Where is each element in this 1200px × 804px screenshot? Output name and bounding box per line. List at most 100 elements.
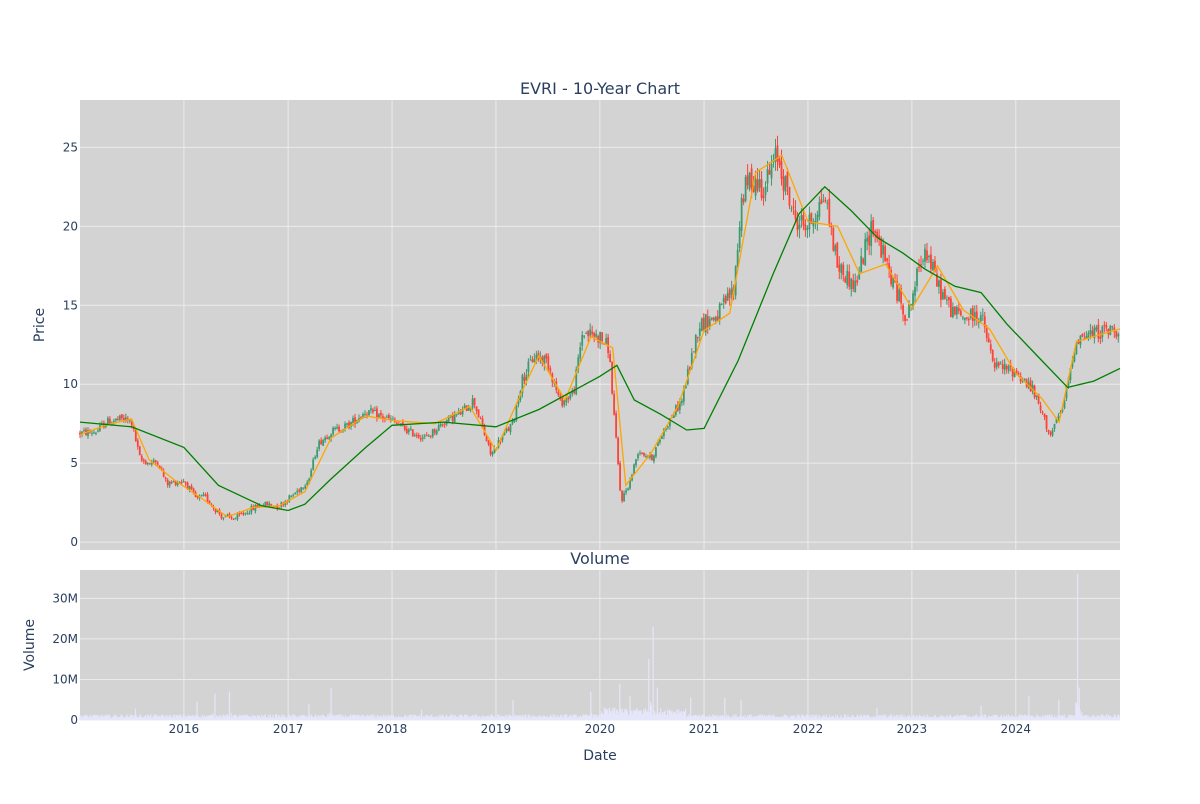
volume-bar bbox=[530, 715, 532, 720]
volume-bar bbox=[488, 716, 490, 720]
volume-bar bbox=[556, 715, 559, 720]
volume-bar bbox=[961, 714, 963, 720]
volume-bar bbox=[1076, 574, 1079, 720]
volume-bar bbox=[386, 715, 388, 720]
price-candle-body bbox=[425, 435, 428, 437]
price-candle-body bbox=[746, 175, 749, 186]
price-candle-body bbox=[842, 264, 845, 276]
x-tick-label: 2021 bbox=[689, 722, 720, 736]
price-candle-body bbox=[756, 179, 759, 191]
volume-bar bbox=[304, 715, 306, 720]
volume-bar bbox=[813, 715, 816, 720]
volume-bar bbox=[1100, 714, 1103, 720]
volume-bar bbox=[91, 717, 93, 720]
price-candle-body bbox=[567, 397, 570, 400]
volume-bar bbox=[272, 714, 274, 720]
volume-bar bbox=[752, 717, 754, 720]
price-candle-body bbox=[417, 434, 420, 438]
price-candle-body bbox=[581, 334, 584, 346]
price-candle-body bbox=[615, 413, 617, 438]
volume-bar bbox=[982, 714, 984, 720]
volume-bar bbox=[166, 715, 168, 720]
volume-bar bbox=[105, 715, 107, 720]
price-candle-body bbox=[374, 410, 376, 412]
price-candle-body bbox=[244, 512, 247, 514]
volume-bar bbox=[325, 717, 327, 720]
volume-bar bbox=[284, 716, 286, 720]
volume-bar bbox=[595, 717, 597, 720]
volume-bar bbox=[342, 717, 344, 720]
volume-bar bbox=[198, 716, 200, 720]
volume-bar bbox=[531, 717, 533, 720]
volume-bar bbox=[355, 715, 357, 720]
price-candle-body bbox=[258, 504, 261, 508]
volume-bar bbox=[667, 715, 670, 720]
price-candle-body bbox=[517, 398, 520, 405]
volume-bar bbox=[901, 714, 904, 720]
volume-bar bbox=[846, 717, 848, 720]
volume-bar bbox=[1089, 717, 1091, 720]
volume-bar bbox=[122, 717, 125, 720]
volume-bar bbox=[200, 717, 202, 720]
volume-bar bbox=[627, 715, 629, 720]
volume-bar bbox=[226, 714, 228, 720]
volume-bar bbox=[499, 715, 501, 720]
volume-bar bbox=[450, 715, 452, 720]
volume-bar bbox=[984, 714, 986, 720]
volume-bar bbox=[620, 708, 622, 720]
volume-bar bbox=[230, 713, 232, 720]
volume-bar bbox=[159, 717, 161, 720]
price-candle-body bbox=[872, 219, 875, 235]
price-candle-body bbox=[234, 518, 237, 520]
volume-bar bbox=[214, 693, 216, 720]
volume-bar bbox=[336, 716, 338, 720]
price-candle-body bbox=[222, 517, 225, 519]
volume-bar bbox=[958, 715, 960, 720]
volume-bar bbox=[883, 714, 885, 720]
volume-bar bbox=[191, 715, 193, 720]
volume-bar bbox=[298, 715, 300, 720]
volume-bar bbox=[86, 715, 88, 720]
volume-bar bbox=[155, 714, 157, 720]
volume-bar bbox=[694, 715, 696, 720]
volume-bar bbox=[678, 713, 681, 720]
volume-bar bbox=[684, 708, 687, 720]
volume-bar bbox=[672, 711, 675, 720]
volume-bar bbox=[612, 707, 614, 720]
volume-bar bbox=[480, 717, 483, 720]
volume-bar bbox=[639, 710, 641, 720]
price-candle-body bbox=[87, 430, 89, 436]
price-candle-body bbox=[328, 437, 331, 439]
volume-bar bbox=[228, 715, 230, 720]
volume-bar bbox=[762, 716, 764, 720]
volume-bar bbox=[903, 717, 905, 720]
price-candle-body bbox=[382, 416, 384, 419]
volume-bar bbox=[263, 716, 265, 720]
price-candle-body bbox=[89, 431, 91, 433]
price-candle-body bbox=[924, 248, 926, 262]
price-candle-body bbox=[232, 518, 235, 520]
volume-bar bbox=[771, 716, 773, 720]
price-candle-body bbox=[196, 496, 199, 498]
volume-bar bbox=[869, 717, 871, 720]
volume-bar bbox=[296, 717, 298, 720]
volume-bar bbox=[471, 715, 473, 720]
volume-bar bbox=[444, 716, 446, 720]
volume-bar bbox=[540, 716, 542, 720]
volume-bar bbox=[392, 714, 395, 720]
volume-bar bbox=[1077, 705, 1080, 720]
volume-bar bbox=[1065, 717, 1067, 720]
volume-bar bbox=[733, 714, 735, 720]
price-candle-body bbox=[487, 440, 490, 445]
volume-bar bbox=[955, 717, 957, 720]
volume-bar bbox=[1053, 715, 1056, 720]
volume-bar bbox=[719, 715, 722, 720]
volume-bar bbox=[971, 715, 974, 720]
volume-bar bbox=[739, 715, 741, 720]
volume-bar bbox=[307, 716, 309, 720]
price-candle-body bbox=[529, 359, 532, 361]
price-candle-body bbox=[192, 488, 195, 493]
volume-bar bbox=[1117, 715, 1119, 720]
volume-bar bbox=[895, 716, 897, 720]
price-candle-body bbox=[840, 264, 843, 273]
